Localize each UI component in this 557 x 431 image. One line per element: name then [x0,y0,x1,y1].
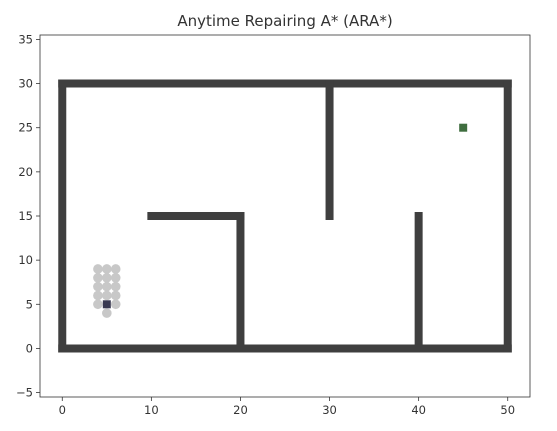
start-marker [102,300,111,309]
y-tick-label-15: 15 [18,209,33,223]
x-tick-label-50: 50 [500,403,515,417]
x-tick-label-20: 20 [233,403,248,417]
explored-point-7 [102,281,112,292]
explored-point-11 [110,290,121,301]
explored-point-8 [110,281,121,292]
y-tick-label--5: −5 [16,386,33,400]
explored-point-2 [110,264,121,274]
y-tick-label-0: 0 [26,341,33,355]
explored-point-3 [93,273,103,283]
explored-point-6 [93,281,103,292]
chart-title: Anytime Repairing A* (ARA*) [177,12,392,30]
x-tick-label-0: 0 [59,403,66,417]
explored-point-0 [93,264,103,274]
explored-point-13 [110,299,121,310]
obstacle-layer [58,79,512,353]
y-tick-label-5: 5 [26,297,33,311]
explored-point-14 [102,308,112,318]
y-tick-label-10: 10 [18,253,33,267]
explored-point-4 [102,273,112,283]
y-axis: −5 0 5 10 15 20 25 30 35 [16,32,40,400]
explored-point-9 [93,290,103,301]
goal-marker [459,123,468,132]
y-tick-label-30: 30 [18,77,33,91]
y-tick-label-20: 20 [18,165,33,179]
explored-point-12 [93,299,103,310]
explored-point-5 [110,273,121,283]
x-axis: 0 10 20 30 40 50 [59,397,515,417]
x-tick-label-10: 10 [144,403,159,417]
marker-layer [102,123,468,309]
y-tick-label-35: 35 [18,32,33,46]
x-tick-label-30: 30 [322,403,337,417]
plot-area [39,34,531,398]
y-tick-label-25: 25 [18,121,33,135]
explored-layer [93,264,121,318]
explored-point-1 [102,264,112,274]
explored-point-10 [102,290,112,301]
x-tick-label-40: 40 [411,403,426,417]
